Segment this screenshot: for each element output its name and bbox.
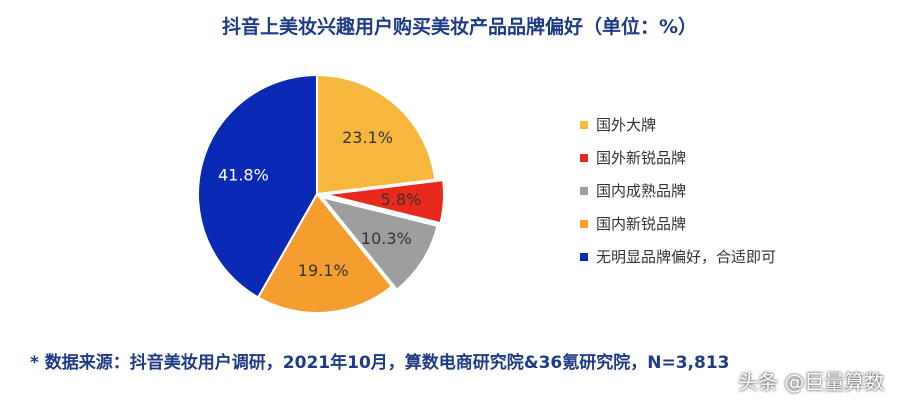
legend-item: 国外新锐品牌 [580,145,776,170]
slice-value-label: 19.1% [298,261,349,280]
pie-slice [256,192,394,314]
slice-value-label: 41.8% [218,166,269,185]
legend-label: 国内新锐品牌 [596,215,687,233]
pie-slice [316,73,437,196]
slice-value-label: 5.8% [381,190,422,209]
chart-title: 抖音上美妆兴趣用户购买美妆产品品牌偏好（单位：%） [221,16,698,38]
legend-item: 无明显品牌偏好，合适即可 [580,244,776,269]
pie-slice [319,195,439,292]
legend-item: 国外大牌 [580,112,776,137]
legend-label: 国内成熟品牌 [596,182,687,200]
slice-value-label: 23.1% [342,128,393,147]
watermark: 头条 @巨量算数 [738,370,885,394]
slice-value-label: 10.3% [361,229,412,248]
pie-slice [324,179,445,225]
legend-swatch [580,252,588,261]
chart-legend: 国外大牌国外新锐品牌 国内成熟品牌 国内新锐品牌无明显品牌偏好，合适即可 [580,112,776,269]
legend-label: 无明显品牌偏好，合适即可 [596,248,777,266]
pie-slice [197,73,318,299]
legend-swatch [580,219,588,228]
legend-swatch [580,120,588,129]
legend-swatch [580,186,588,195]
data-source-footnote: * 数据来源：抖音美妆用户调研，2021年10月，算数电商研究院&36氪研究院，… [30,353,730,373]
legend-item: 国内成熟品牌 [580,178,776,203]
legend-item: 国内新锐品牌 [580,211,776,236]
legend-label: 国外新锐品牌 [596,149,687,167]
legend-label: 国外大牌 [596,116,657,134]
legend-swatch [580,153,588,162]
